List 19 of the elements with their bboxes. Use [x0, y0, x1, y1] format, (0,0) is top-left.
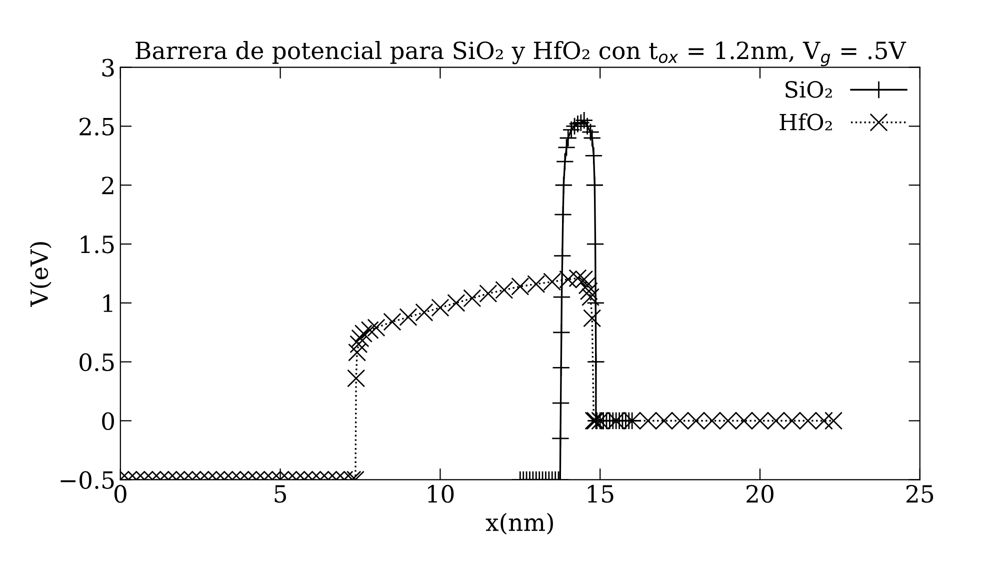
y-tick-label: 3	[102, 58, 114, 77]
y-tick-label: −0.5	[60, 471, 114, 489]
y-tick-label: 2	[102, 176, 114, 194]
x-axis-title: x(nm)	[486, 512, 553, 535]
legend-label: HfO₂	[780, 113, 832, 130]
y-tick-label: 2.5	[80, 118, 114, 136]
x-tick-label: 0	[114, 484, 126, 503]
x-tick-label: 25	[906, 484, 934, 503]
x-tick-label: 15	[588, 484, 614, 503]
y-tick-label: 0	[102, 412, 114, 430]
x-tick-label: 20	[746, 484, 774, 503]
x-tick-label: 5	[274, 485, 286, 503]
y-tick-label: 1.5	[80, 235, 114, 254]
y-tick-label: 1	[103, 294, 112, 312]
y-axis-title: V(eV)	[30, 242, 52, 307]
x-tick-label: 10	[428, 484, 454, 503]
y-tick-label: 0.5	[80, 353, 114, 372]
legend-label: SiO₂	[786, 81, 832, 98]
chart-title: Barrera de potencial para SiO₂ y HfO₂ con t$_{ox}$ = 1.2nm, V$_{g}$ = .5V	[136, 41, 906, 66]
